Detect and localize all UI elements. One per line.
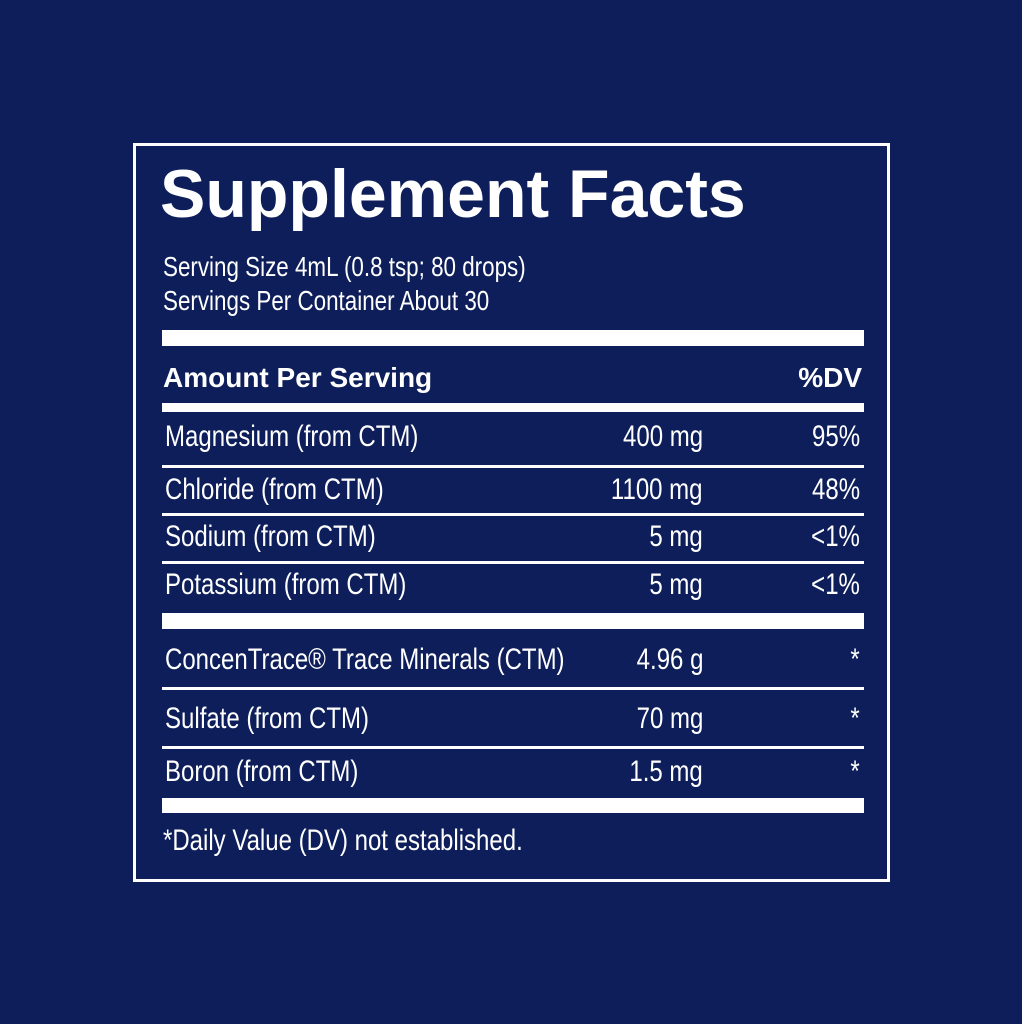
footnote: *Daily Value (DV) not established. [163, 824, 523, 857]
thin-rule [162, 561, 864, 564]
nutrient-amount: 5 mg [649, 520, 703, 553]
dv-header: %DV [798, 362, 862, 393]
serving-size: Serving Size 4mL (0.8 tsp; 80 drops) [163, 251, 526, 282]
nutrient-name: ConcenTrace® Trace Minerals (CTM) [165, 643, 565, 676]
servings-per-container: Servings Per Container About 30 [163, 285, 490, 316]
nutrient-amount: 1100 mg [611, 473, 703, 506]
thin-rule [162, 746, 864, 749]
nutrient-dv: 48% [811, 473, 860, 506]
nutrient-amount: 4.96 g [636, 643, 703, 676]
amount-header: Amount Per Serving [163, 362, 433, 393]
thin-rule [162, 465, 864, 468]
nutrient-amount: 1.5 mg [629, 755, 703, 788]
nutrient-name: Boron (from CTM) [165, 755, 359, 788]
thin-rule [162, 513, 864, 516]
nutrient-name: Sulfate (from CTM) [165, 702, 370, 735]
nutrient-name: Sodium (from CTM) [165, 520, 376, 553]
nutrient-amount: 400 mg [622, 420, 703, 453]
nutrient-dv: <1% [811, 520, 860, 553]
label-border [133, 143, 890, 882]
nutrient-dv: 95% [811, 420, 860, 453]
thick-rule [162, 613, 864, 629]
nutrient-dv: * [850, 702, 860, 735]
nutrient-dv: <1% [811, 568, 860, 601]
medium-rule [162, 403, 864, 412]
nutrient-amount: 70 mg [636, 702, 703, 735]
title: Supplement Facts [160, 156, 746, 232]
nutrient-name: Chloride (from CTM) [165, 473, 384, 506]
thick-rule [162, 798, 864, 813]
nutrient-dv: * [850, 643, 860, 676]
nutrient-name: Potassium (from CTM) [165, 568, 407, 601]
nutrient-name: Magnesium (from CTM) [165, 420, 419, 453]
thin-rule [162, 687, 864, 690]
nutrient-dv: * [850, 755, 860, 788]
thick-rule [162, 330, 864, 346]
nutrient-amount: 5 mg [649, 568, 703, 601]
